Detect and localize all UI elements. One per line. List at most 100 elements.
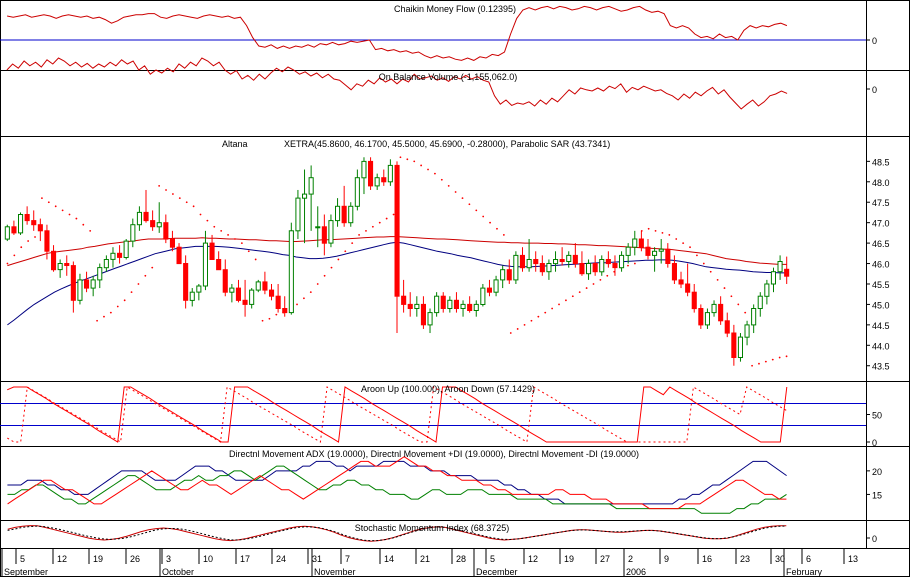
sar-dot bbox=[785, 355, 788, 358]
x-month-label: 2006 bbox=[626, 567, 646, 577]
candle-up bbox=[103, 259, 109, 269]
candle-down bbox=[407, 303, 413, 309]
candle-up bbox=[374, 177, 380, 187]
sar-dot bbox=[316, 283, 319, 285]
candle-up bbox=[414, 303, 420, 309]
dmi-tick-label: 15 bbox=[872, 490, 882, 500]
candle-down bbox=[671, 263, 678, 281]
x-day-label: 28 bbox=[456, 554, 466, 564]
candle-down bbox=[592, 263, 598, 273]
sar-dot bbox=[751, 364, 753, 367]
candle-up bbox=[658, 248, 664, 252]
sar-dot bbox=[606, 274, 609, 277]
cmf-line bbox=[7, 5, 788, 61]
candle-up bbox=[110, 252, 116, 260]
candle-down bbox=[784, 268, 790, 277]
sar-dot bbox=[454, 191, 457, 193]
candle-down bbox=[169, 238, 175, 248]
x-day-label: 5 bbox=[20, 554, 25, 564]
sar-dot bbox=[27, 240, 30, 242]
sar-dot bbox=[261, 319, 264, 322]
candle-down bbox=[282, 308, 288, 314]
smi-signal-line bbox=[7, 525, 787, 542]
sar-dot bbox=[330, 266, 333, 269]
candle-down bbox=[341, 205, 347, 224]
sar-dot bbox=[109, 311, 112, 314]
dmi-title: Directnl Movement ADX (19.0000), Directn… bbox=[229, 449, 639, 459]
candle-up bbox=[4, 226, 10, 240]
candle-up bbox=[77, 279, 83, 301]
candle-up bbox=[526, 259, 532, 269]
candle-down bbox=[222, 269, 228, 293]
candle-down bbox=[143, 211, 149, 222]
candle-up bbox=[189, 291, 195, 301]
x-day-label: 13 bbox=[848, 554, 858, 564]
sar-dot bbox=[158, 184, 161, 187]
sar-dot bbox=[696, 254, 698, 257]
candle-up bbox=[387, 164, 393, 183]
sar-dot bbox=[482, 215, 485, 218]
sar-dot bbox=[551, 307, 554, 310]
candle-up bbox=[777, 261, 783, 273]
candle-up bbox=[625, 246, 631, 256]
x-day-label: 6 bbox=[806, 554, 811, 564]
sar-dot bbox=[309, 291, 312, 294]
sar-dot bbox=[268, 317, 271, 320]
sar-dot bbox=[709, 270, 712, 273]
x-day-label: 24 bbox=[276, 554, 286, 564]
sar-dot bbox=[165, 189, 167, 191]
x-day-label: 19 bbox=[564, 554, 574, 564]
candle-down bbox=[37, 224, 43, 232]
sar-dot bbox=[344, 250, 347, 253]
candle-up bbox=[434, 295, 440, 314]
sar-dot bbox=[420, 164, 423, 167]
candle-up bbox=[711, 303, 717, 314]
cmf-tick-label: 0 bbox=[872, 36, 877, 46]
candle-up bbox=[493, 279, 499, 293]
candle-down bbox=[572, 254, 578, 265]
sar-dot bbox=[537, 315, 540, 318]
candle-up bbox=[744, 324, 750, 338]
x-day-label: 9 bbox=[664, 554, 669, 564]
sar-dot bbox=[351, 242, 354, 245]
sar-dot bbox=[220, 229, 223, 232]
candle-up bbox=[335, 205, 341, 222]
sar-dot bbox=[247, 250, 250, 253]
x-day-label: 31 bbox=[312, 554, 322, 564]
candle-down bbox=[718, 303, 724, 322]
candle-up bbox=[737, 336, 744, 359]
sar-dot bbox=[737, 303, 740, 306]
candle-down bbox=[691, 291, 697, 310]
sar-dot bbox=[647, 227, 650, 230]
x-month-label: November bbox=[314, 567, 356, 577]
candle-up bbox=[288, 230, 294, 314]
candle-down bbox=[731, 332, 737, 358]
candle-down bbox=[685, 283, 691, 293]
candle-down bbox=[163, 222, 169, 240]
sar-dot bbox=[633, 262, 636, 265]
sar-dot bbox=[682, 242, 685, 245]
obv-line bbox=[6, 57, 788, 110]
candle-up bbox=[764, 283, 770, 297]
candle-down bbox=[533, 259, 539, 265]
sar-dot bbox=[771, 358, 774, 361]
aroon-down-line bbox=[7, 386, 787, 443]
candle-down bbox=[506, 269, 512, 281]
price-info: XETRA(45.8600, 46.1700, 45.5000, 45.6900… bbox=[284, 139, 610, 149]
sar-dot bbox=[427, 168, 429, 171]
sar-dot bbox=[47, 201, 50, 204]
candle-down bbox=[216, 259, 222, 271]
candle-up bbox=[255, 281, 261, 291]
sar-dot bbox=[730, 295, 733, 298]
candle-down bbox=[117, 252, 123, 258]
sar-dot bbox=[675, 238, 678, 240]
aroon-tick-label: 0 bbox=[872, 438, 877, 448]
aroon-tick-label: 50 bbox=[872, 411, 882, 421]
candle-down bbox=[612, 263, 618, 269]
sar-dot bbox=[116, 305, 119, 308]
sar-dot bbox=[406, 158, 409, 161]
x-day-label: 23 bbox=[740, 554, 750, 564]
x-day-label: 7 bbox=[345, 554, 350, 564]
